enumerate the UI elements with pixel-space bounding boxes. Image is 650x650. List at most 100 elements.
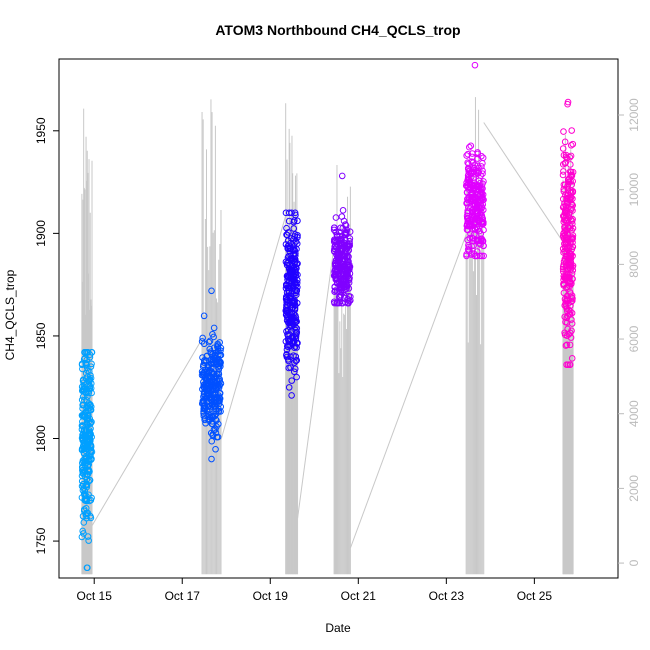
y2-tick-label: 0 bbox=[627, 559, 641, 566]
data-point bbox=[560, 128, 567, 135]
data-point bbox=[79, 434, 87, 442]
altitude-trace-connector-1 bbox=[91, 338, 203, 526]
y-tick-label: 1900 bbox=[34, 220, 48, 247]
data-point bbox=[294, 339, 301, 347]
data-point bbox=[336, 232, 344, 240]
data-point bbox=[289, 339, 296, 347]
data-point bbox=[568, 275, 576, 283]
data-point bbox=[293, 260, 300, 268]
data-point bbox=[79, 466, 86, 474]
data-point bbox=[86, 456, 93, 464]
data-point bbox=[569, 239, 576, 246]
data-point bbox=[468, 150, 476, 157]
data-point bbox=[560, 276, 567, 284]
data-point bbox=[559, 265, 567, 273]
data-point bbox=[290, 225, 298, 232]
data-point bbox=[478, 194, 486, 202]
data-point bbox=[214, 340, 221, 348]
series-flight-3 bbox=[282, 209, 301, 399]
altitude-trace bbox=[81, 97, 574, 575]
data-point bbox=[203, 376, 211, 384]
data-point bbox=[201, 401, 209, 409]
data-point bbox=[290, 218, 298, 226]
data-point bbox=[87, 452, 94, 460]
data-point bbox=[345, 243, 353, 250]
data-point bbox=[569, 232, 577, 239]
data-point bbox=[335, 228, 343, 236]
data-point-min bbox=[208, 455, 215, 463]
data-point bbox=[468, 242, 475, 250]
data-point bbox=[463, 152, 470, 159]
data-point bbox=[200, 405, 208, 413]
data-point bbox=[202, 419, 209, 427]
data-point bbox=[473, 201, 481, 209]
data-point bbox=[78, 387, 86, 395]
data-point bbox=[480, 178, 487, 185]
data-point bbox=[334, 246, 342, 254]
data-point bbox=[83, 364, 91, 372]
series-flight-5 bbox=[462, 61, 487, 260]
data-point bbox=[569, 267, 577, 274]
y2-tick-label: 4000 bbox=[627, 400, 641, 427]
data-point bbox=[284, 237, 292, 245]
data-point bbox=[80, 401, 87, 409]
data-point bbox=[345, 279, 353, 287]
data-point bbox=[79, 376, 87, 383]
data-point bbox=[87, 448, 94, 456]
data-point bbox=[80, 412, 88, 419]
data-point bbox=[464, 165, 472, 172]
data-point bbox=[205, 378, 213, 385]
data-point bbox=[568, 355, 576, 362]
x-tick-label: Oct 21 bbox=[341, 589, 377, 603]
data-point bbox=[200, 340, 208, 348]
data-point-min bbox=[471, 252, 479, 260]
data-point bbox=[291, 209, 299, 217]
data-point bbox=[475, 237, 482, 244]
data-point bbox=[332, 228, 340, 236]
data-point bbox=[346, 266, 353, 273]
y2-tick-label: 12000 bbox=[627, 98, 641, 132]
data-point bbox=[283, 231, 290, 238]
data-point bbox=[344, 295, 352, 303]
data-point bbox=[337, 280, 344, 288]
data-point bbox=[291, 333, 298, 341]
data-point bbox=[564, 312, 572, 320]
data-point bbox=[561, 329, 568, 337]
data-point bbox=[568, 297, 576, 305]
data-point bbox=[289, 262, 296, 270]
y-axis-right: 0 2000 4000 6000 8000 10000 12000 bbox=[618, 98, 641, 566]
data-point bbox=[475, 216, 483, 223]
data-point bbox=[199, 334, 206, 342]
data-point bbox=[467, 230, 474, 238]
data-point bbox=[285, 357, 292, 365]
data-point bbox=[78, 360, 86, 368]
data-point bbox=[87, 372, 94, 379]
altitude-trace-segment-1 bbox=[81, 108, 93, 575]
data-point bbox=[82, 497, 89, 504]
data-point bbox=[561, 243, 569, 251]
data-point bbox=[478, 252, 486, 260]
data-point bbox=[464, 218, 472, 225]
data-point bbox=[206, 390, 213, 398]
data-point bbox=[79, 481, 87, 488]
data-point bbox=[205, 367, 212, 375]
data-point bbox=[88, 349, 95, 356]
data-point bbox=[283, 289, 291, 296]
data-point bbox=[480, 252, 487, 260]
data-point bbox=[282, 258, 290, 266]
data-point bbox=[81, 349, 88, 356]
data-point bbox=[200, 410, 207, 417]
data-point bbox=[285, 364, 293, 372]
x-tick-label: Oct 23 bbox=[429, 589, 465, 603]
data-point-min bbox=[338, 299, 346, 307]
data-point bbox=[474, 169, 482, 177]
data-point bbox=[87, 363, 95, 370]
data-point bbox=[563, 234, 570, 241]
data-point bbox=[294, 217, 301, 225]
data-point bbox=[85, 477, 92, 485]
data-point bbox=[559, 195, 567, 203]
data-point bbox=[213, 408, 220, 415]
data-point bbox=[83, 356, 91, 364]
x-tick-label: Oct 25 bbox=[517, 589, 553, 603]
data-point bbox=[336, 285, 344, 292]
